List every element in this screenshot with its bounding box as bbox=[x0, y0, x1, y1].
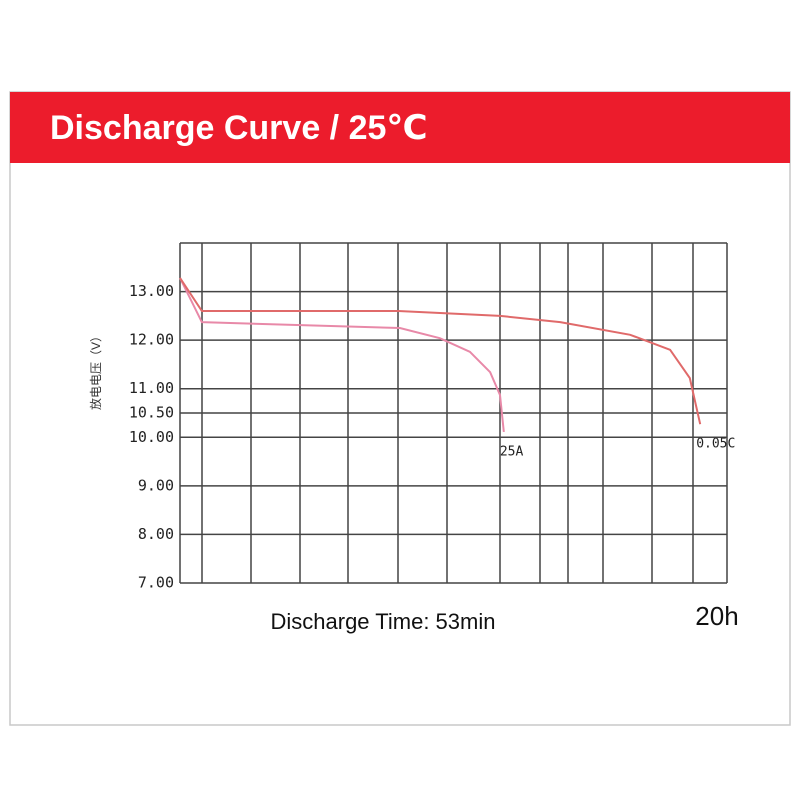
header-bar bbox=[10, 92, 790, 163]
y-tick-label: 8.00 bbox=[138, 525, 174, 543]
y-tick-label: 7.00 bbox=[138, 574, 174, 592]
y-tick-label: 13.00 bbox=[129, 282, 174, 300]
y-tick-label: 9.00 bbox=[138, 476, 174, 494]
line bbox=[179, 277, 702, 425]
x-axis-label: Discharge Time: 53min bbox=[271, 609, 496, 634]
y-tick-label: 10.00 bbox=[129, 428, 174, 446]
chart-title: Discharge Curve / 25℃ bbox=[50, 109, 428, 147]
annotation: 20h bbox=[695, 601, 738, 631]
y-axis-label: 放电电压（V） bbox=[88, 330, 103, 410]
series-label: 0.05C bbox=[696, 437, 735, 452]
y-tick-label: 10.50 bbox=[129, 404, 174, 422]
series-label: 25A bbox=[500, 444, 524, 459]
y-tick-label: 12.00 bbox=[129, 331, 174, 349]
frame bbox=[9, 91, 791, 726]
line bbox=[179, 277, 505, 433]
y-tick-label: 11.00 bbox=[129, 379, 174, 397]
